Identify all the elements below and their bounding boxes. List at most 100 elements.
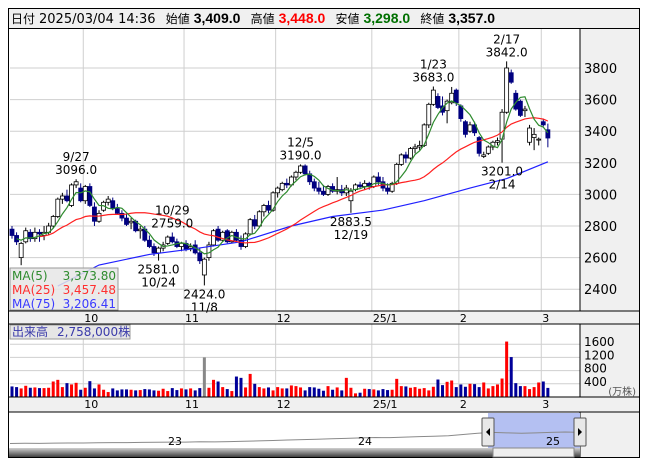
price-month-label: 10 xyxy=(84,312,98,325)
candle xyxy=(188,243,194,252)
volume-bar xyxy=(376,390,380,397)
candle-body xyxy=(389,182,395,192)
annotation-label: 10/24 xyxy=(141,276,176,290)
volume-bar xyxy=(239,377,243,397)
candle xyxy=(201,257,207,286)
candle-body xyxy=(463,121,468,135)
candle-body xyxy=(417,145,423,148)
candle xyxy=(527,124,532,146)
candle xyxy=(513,90,519,111)
volume-bar xyxy=(491,386,495,397)
volume-bar xyxy=(106,392,110,397)
volume-bar xyxy=(335,387,339,397)
volume-bar xyxy=(83,387,87,397)
candle xyxy=(119,210,125,222)
navigator-scrollbar-track[interactable] xyxy=(9,448,580,457)
candle xyxy=(321,184,326,196)
candle xyxy=(46,222,52,236)
candle xyxy=(293,170,299,181)
candle-body xyxy=(18,242,24,259)
volume-tick-label: 1200 xyxy=(584,348,615,362)
navigator-scrollbar-thumb[interactable] xyxy=(492,447,575,458)
candle-body xyxy=(485,146,491,154)
candle-body xyxy=(476,137,482,154)
candle-body xyxy=(128,220,134,224)
volume-bar xyxy=(143,389,147,397)
price-tick-label: 3600 xyxy=(584,94,617,109)
candle xyxy=(298,164,303,174)
price-month-label: 2 xyxy=(460,312,467,325)
candle-body xyxy=(302,165,308,175)
volume-bar xyxy=(358,392,362,397)
range-navigator[interactable]: 23 24 25 xyxy=(9,413,587,458)
candle-body xyxy=(78,187,84,202)
candle xyxy=(137,226,143,239)
candle-body xyxy=(261,205,267,213)
volume-bar xyxy=(427,390,431,397)
candle xyxy=(55,197,61,219)
candle-body xyxy=(201,258,207,276)
candle-body xyxy=(188,246,194,249)
candle xyxy=(234,229,239,242)
volume-bar xyxy=(436,379,440,397)
volume-bar xyxy=(280,388,284,397)
candle-body xyxy=(513,92,519,110)
price-month-label: 3 xyxy=(542,312,549,325)
candle-body xyxy=(517,100,523,116)
volume-title: 出来高 xyxy=(12,324,48,339)
candle-body xyxy=(27,231,33,240)
navigator-left-handle[interactable] xyxy=(481,417,495,447)
candle-body xyxy=(540,121,546,126)
candle xyxy=(463,120,468,138)
volume-bar xyxy=(408,387,412,397)
candle-body xyxy=(50,216,56,227)
volume-bar xyxy=(42,388,46,397)
annotation-label: 3190.0 xyxy=(280,148,322,162)
annotation-label: 3201.0 xyxy=(481,165,523,179)
candle-body xyxy=(96,212,102,222)
candle-body xyxy=(316,187,322,192)
annotation-label: 2/14 xyxy=(489,178,516,192)
low-value: 3,298.0 xyxy=(363,10,411,26)
navigator-right-handle[interactable] xyxy=(573,417,587,447)
candle-body xyxy=(321,190,326,195)
volume-bar xyxy=(97,384,101,397)
legend-ma5-value: 3,373.80 xyxy=(63,269,116,283)
candle-body xyxy=(522,108,528,112)
volume-bar xyxy=(441,385,445,397)
candle-body xyxy=(536,138,542,141)
volume-bar xyxy=(51,381,55,397)
candle-body xyxy=(32,231,38,240)
candle xyxy=(23,227,29,244)
volume-bar xyxy=(47,387,51,397)
candle-body xyxy=(284,182,290,186)
volume-bar xyxy=(468,383,472,397)
volume-bar xyxy=(390,389,394,397)
legend-ma25-label: MA(25) xyxy=(12,283,55,297)
volume-bar xyxy=(88,381,92,397)
candle xyxy=(467,121,473,133)
candle-body xyxy=(270,192,276,211)
candle xyxy=(417,140,423,151)
volume-bar xyxy=(161,388,165,397)
volume-tick-label: 1600 xyxy=(584,335,615,349)
volume-bar xyxy=(431,386,435,397)
volume-bar xyxy=(179,388,183,397)
price-tick-label: 2800 xyxy=(584,220,617,235)
volume-bar xyxy=(473,384,477,397)
candle xyxy=(311,178,317,192)
candle-body xyxy=(37,231,42,235)
candle xyxy=(256,210,262,228)
candle-body xyxy=(453,89,459,104)
navigator-selection[interactable] xyxy=(488,413,580,448)
navigator-year-label: 23 xyxy=(168,435,182,448)
candle xyxy=(348,188,354,213)
volume-bar xyxy=(157,390,161,397)
candle-body xyxy=(504,67,510,113)
volume-bar xyxy=(37,388,41,397)
close-value: 3,357.0 xyxy=(448,10,496,26)
volume-bar xyxy=(486,388,490,397)
chart-window xyxy=(8,8,640,458)
volume-bar xyxy=(257,387,261,397)
